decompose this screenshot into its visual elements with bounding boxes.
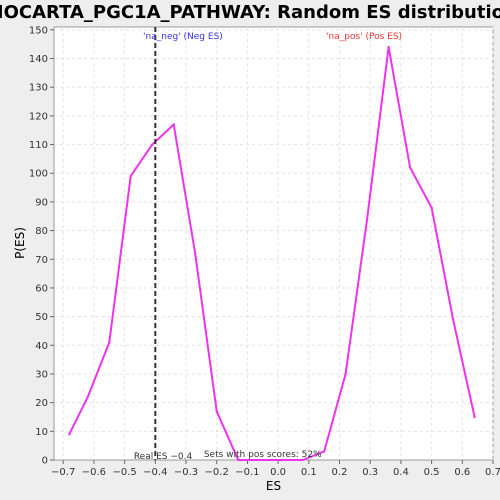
- series-layer: [68, 45, 476, 462]
- x-tick-label: −0.5: [112, 467, 136, 478]
- x-tick-label: −0.3: [174, 467, 198, 478]
- y-tick-label: 80: [35, 226, 48, 237]
- data-point: [408, 166, 412, 169]
- x-tick-label: 0.0: [270, 467, 286, 478]
- data-point: [365, 217, 369, 221]
- y-tick-label: 110: [29, 140, 48, 151]
- data-point: [258, 458, 261, 462]
- y-tick-label: 30: [35, 369, 48, 380]
- data-point: [215, 410, 218, 413]
- data-point: [68, 432, 71, 436]
- data-point: [194, 252, 197, 255]
- annotations: 'na_neg' (Neg ES) 'na_pos' (Pos ES) Real…: [134, 27, 402, 462]
- y-tick-label: 40: [35, 341, 48, 352]
- x-tick-label: 0.5: [424, 467, 440, 478]
- grid: [54, 27, 494, 460]
- y-tick-label: 20: [35, 398, 48, 409]
- plot-area: [53, 26, 494, 461]
- y-tick-label: 60: [35, 283, 48, 294]
- data-point: [151, 143, 154, 146]
- data-point: [430, 206, 433, 209]
- x-tick-label: 0.2: [332, 467, 348, 478]
- data-point: [344, 372, 347, 376]
- x-tick-label: −0.2: [205, 467, 229, 478]
- data-point: [108, 341, 111, 344]
- x-tick-label: 0.7: [485, 467, 500, 478]
- x-tick-label: 0.3: [362, 467, 378, 478]
- x-tick-label: −0.7: [51, 467, 75, 478]
- data-point: [279, 458, 283, 462]
- data-point: [301, 458, 304, 462]
- series-line: [68, 46, 476, 461]
- x-axis-label: ES: [266, 479, 281, 493]
- y-tick-label: 90: [35, 197, 48, 208]
- y-axis-label: P(ES): [13, 227, 27, 259]
- pos-scores-label: Sets with pos scores: 52%: [204, 450, 322, 460]
- data-point: [387, 45, 390, 49]
- chart-title: BIOCARTA_PGC1A_PATHWAY: Random ES distri…: [0, 2, 500, 23]
- data-point: [172, 123, 175, 126]
- neg-es-label: 'na_neg' (Neg ES): [143, 32, 223, 42]
- y-tick-label: 100: [29, 169, 48, 180]
- y-tick-label: 120: [29, 111, 48, 122]
- data-point: [473, 415, 476, 419]
- data-point: [86, 395, 89, 399]
- y-tick-label: 70: [35, 255, 48, 266]
- y-tick-label: 150: [29, 25, 48, 36]
- x-tick-label: 0.1: [301, 467, 317, 478]
- y-tick-label: 140: [29, 54, 48, 65]
- data-point: [322, 450, 326, 453]
- y-tick-label: 50: [35, 312, 48, 323]
- real-es-label: Real ES −0.4: [134, 452, 193, 462]
- x-tick-label: −0.4: [143, 467, 167, 478]
- x-tick-label: −0.1: [235, 467, 259, 478]
- data-point: [129, 174, 132, 178]
- y-tick-label: 0: [42, 456, 48, 467]
- y-tick-label: 10: [35, 427, 48, 438]
- axes: 0 10 20 30 40 50 60 70 80 90 100 110 120 130 140 150 −0.…: [29, 25, 500, 478]
- pos-es-label: 'na_pos' (Pos ES): [326, 32, 402, 42]
- x-tick-label: 0.4: [393, 467, 409, 478]
- x-tick-label: −0.6: [82, 467, 106, 478]
- data-point: [236, 458, 240, 462]
- y-tick-label: 130: [29, 83, 48, 94]
- data-point: [451, 318, 455, 321]
- x-tick-label: 0.6: [454, 467, 470, 478]
